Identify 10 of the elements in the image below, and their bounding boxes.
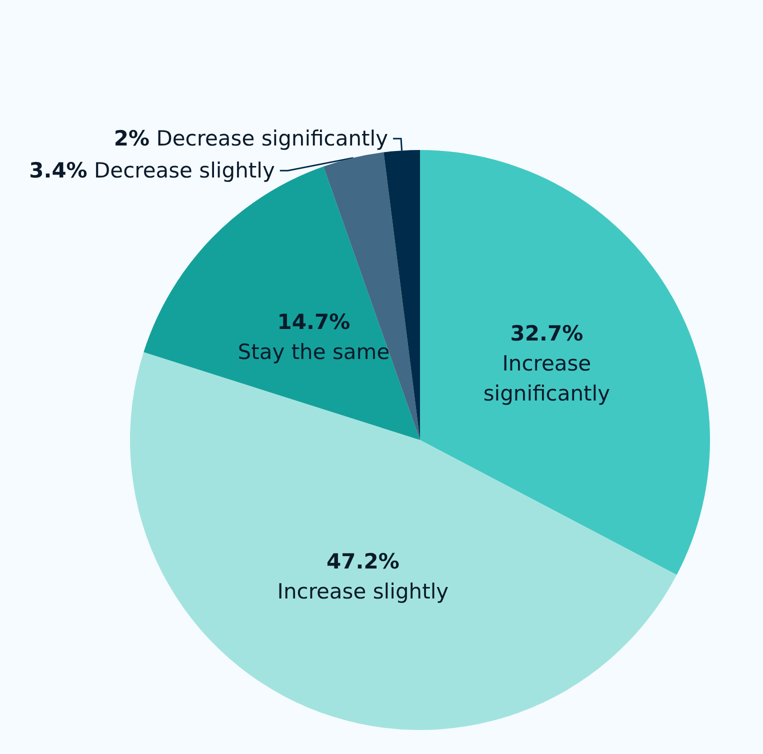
data-label: 2% xyxy=(114,126,150,151)
data-label: 3.4% xyxy=(29,158,88,183)
slice-label: Decrease slightly xyxy=(94,158,275,183)
data-label: 14.7% xyxy=(277,310,350,334)
data-label: 47.2% xyxy=(326,550,400,574)
slice-label: Decrease significantly xyxy=(156,126,388,151)
data-label: 32.7% xyxy=(510,321,584,346)
slice-label: Increase significantly xyxy=(483,351,610,406)
slice-label: Increase slightly xyxy=(277,580,449,604)
slice-label: Stay the same xyxy=(238,340,390,364)
